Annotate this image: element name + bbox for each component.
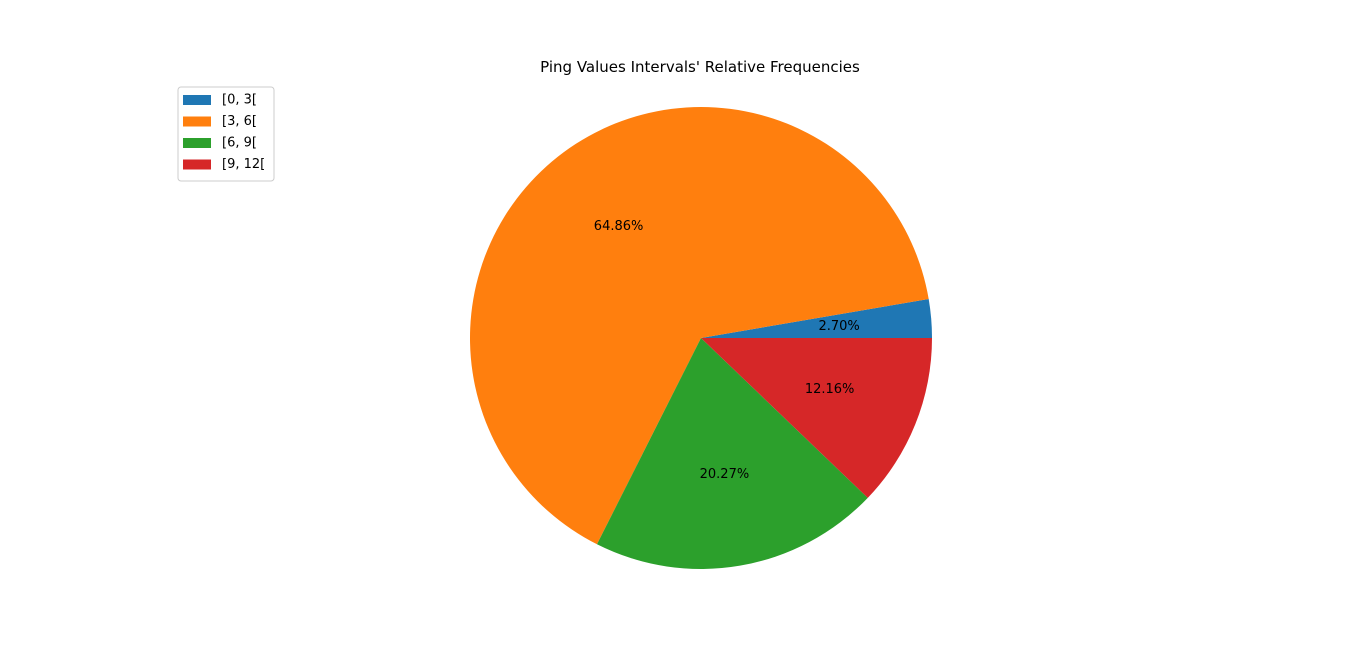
pie-percent-label-0: 2.70% xyxy=(818,319,859,334)
legend-label-2: [6, 9[ xyxy=(222,136,257,151)
pie-percent-labels: 2.70% 64.86% 20.27% 12.16% xyxy=(594,219,860,482)
pie-slice-2 xyxy=(596,338,868,569)
pie-slices xyxy=(469,106,932,569)
pie-slice-3 xyxy=(701,338,932,498)
legend-label-0: [0, 3[ xyxy=(222,93,257,108)
legend-label-3: [9, 12[ xyxy=(222,157,265,172)
legend-label-1: [3, 6[ xyxy=(222,114,257,129)
chart-title: Ping Values Intervals' Relative Frequenc… xyxy=(540,58,860,76)
legend-swatch-0 xyxy=(183,95,211,105)
pie-slice-1 xyxy=(469,106,929,545)
pie-percent-label-1: 64.86% xyxy=(594,219,644,234)
legend-swatch-2 xyxy=(183,138,211,148)
pie-percent-label-3: 12.16% xyxy=(805,382,855,397)
legend-frame xyxy=(177,86,275,182)
pie-percent-label-2: 20.27% xyxy=(700,467,750,482)
legend-swatch-3 xyxy=(183,159,211,170)
pie-slice-0 xyxy=(701,298,932,338)
legend-swatch-1 xyxy=(183,116,211,127)
legend: [0, 3[ [3, 6[ [6, 9[ [9, 12[ xyxy=(177,86,275,182)
